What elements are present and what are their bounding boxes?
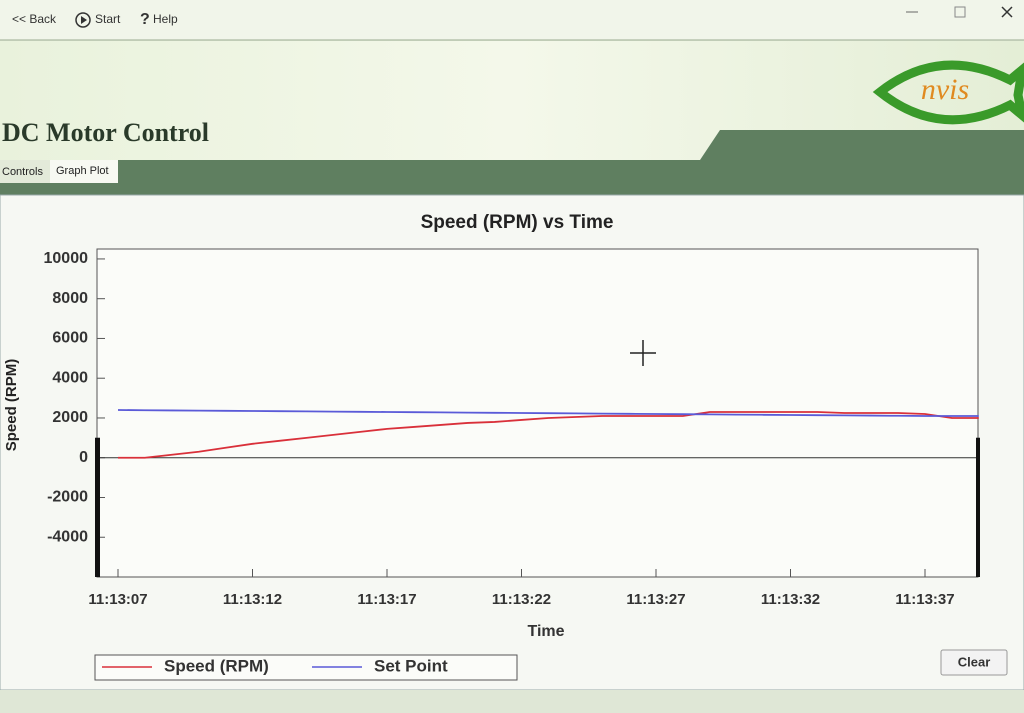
x-tick-label: 11:13:07 xyxy=(88,591,147,608)
y-tick-label: -2000 xyxy=(47,489,88,506)
x-tick-label: 11:13:17 xyxy=(357,591,416,608)
x-axis-label: Time xyxy=(527,623,564,640)
help-icon: ? xyxy=(140,11,150,28)
clear-button-label[interactable]: Clear xyxy=(958,654,991,669)
series-line xyxy=(118,411,979,459)
tab-label[interactable]: Controls xyxy=(2,166,43,178)
y-axis-label: Speed (RPM) xyxy=(3,359,20,452)
y-tick-label: 8000 xyxy=(52,290,88,307)
x-tick-label: 11:13:32 xyxy=(761,591,820,608)
help-button[interactable]: Help xyxy=(153,12,178,26)
legend-label: Speed (RPM) xyxy=(164,656,269,675)
y-tick-label: 6000 xyxy=(52,330,88,347)
start-button[interactable]: Start xyxy=(95,12,121,26)
tab[interactable] xyxy=(0,160,50,183)
y-tick-label: 4000 xyxy=(52,369,88,386)
x-tick-label: 11:13:12 xyxy=(223,591,282,608)
cursor xyxy=(630,340,656,366)
start-icon-arrow xyxy=(81,16,87,24)
x-tick-label: 11:13:27 xyxy=(626,591,685,608)
right-edge xyxy=(976,437,980,577)
series-line xyxy=(117,409,979,417)
legend xyxy=(94,654,518,681)
maximize-button[interactable] xyxy=(954,6,966,18)
close-button[interactable] xyxy=(1001,6,1013,18)
start-icon xyxy=(75,12,91,28)
tab-bar-band xyxy=(0,130,1024,195)
logo-mark xyxy=(872,60,1024,125)
tab-active[interactable] xyxy=(50,160,118,183)
x-tick-label: 11:13:37 xyxy=(895,591,954,608)
legend-label: Set Point xyxy=(374,656,448,675)
clear-button[interactable] xyxy=(940,649,1008,676)
tab-label[interactable]: Graph Plot xyxy=(56,165,109,177)
y-tick-label: -4000 xyxy=(47,528,88,545)
left-edge xyxy=(95,437,100,577)
y-tick-label: 2000 xyxy=(52,409,88,426)
app-title: DC Motor Control xyxy=(2,118,209,147)
chart-title: Speed (RPM) vs Time xyxy=(421,212,614,233)
x-tick-label: 11:13:22 xyxy=(492,591,551,608)
chart: Speed (RPM) vs Time Speed (RPM) Time -4000 -… xyxy=(3,212,980,681)
status-bar xyxy=(0,690,1024,713)
back-button[interactable]: << Back xyxy=(12,12,57,26)
y-tick-label: 10000 xyxy=(44,250,89,267)
toolbar xyxy=(0,0,1024,40)
logo-text: nvis xyxy=(921,73,969,106)
y-tick-label: 0 xyxy=(79,449,88,466)
